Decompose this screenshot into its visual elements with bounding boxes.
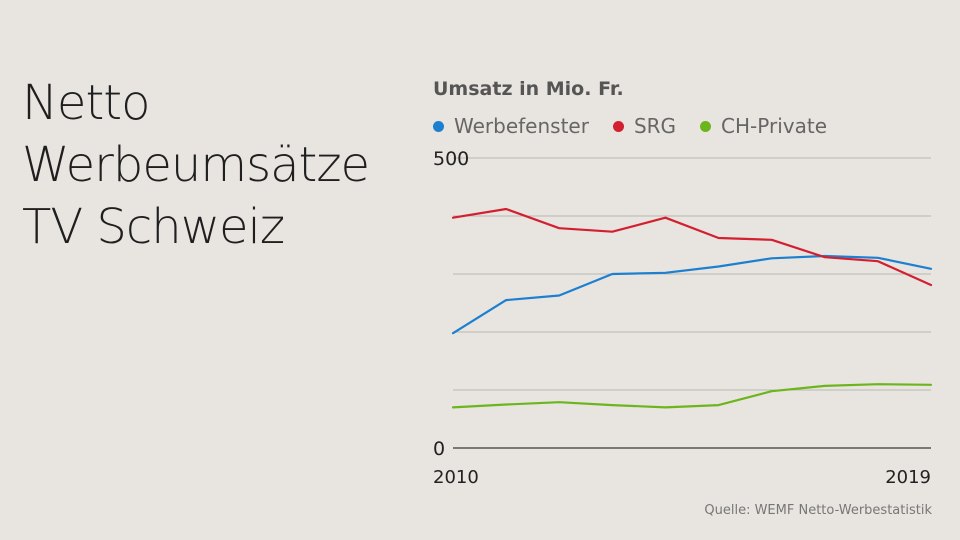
headline-line-3: TV Schweiz	[22, 199, 285, 255]
headline: Netto Werbeumsätze TV Schweiz	[22, 72, 370, 258]
legend-dot-werbefenster	[433, 120, 444, 132]
headline-line-1: Netto	[22, 75, 150, 131]
legend-item-ch-private: CH-Private	[700, 114, 827, 138]
x-tick-label-2019: 2019	[885, 467, 931, 488]
source-note: Quelle: WEMF Netto-Werbestatistik	[704, 503, 932, 518]
series-line-srg	[451, 207, 933, 287]
x-tick-label-2010: 2010	[433, 467, 479, 488]
legend-label-werbefenster: Werbefenster	[454, 114, 589, 138]
y-tick-label-0: 0	[433, 438, 445, 460]
series-line-werbefenster	[451, 254, 933, 335]
legend-dot-ch-private	[700, 120, 712, 132]
legend-item-srg: SRG	[612, 114, 677, 138]
legend-item-werbefenster: Werbefenster	[433, 114, 589, 138]
legend: Werbefenster SRG CH-Private	[433, 114, 827, 138]
chart-title: Umsatz in Mio. Fr.	[433, 78, 624, 100]
headline-line-2: Werbeumsätze	[22, 137, 370, 193]
series-line-ch-private	[451, 383, 933, 409]
legend-label-srg: SRG	[633, 114, 677, 138]
legend-dot-srg	[612, 120, 624, 132]
legend-label-ch-private: CH-Private	[721, 114, 827, 138]
y-tick-label-500: 500	[433, 148, 469, 170]
